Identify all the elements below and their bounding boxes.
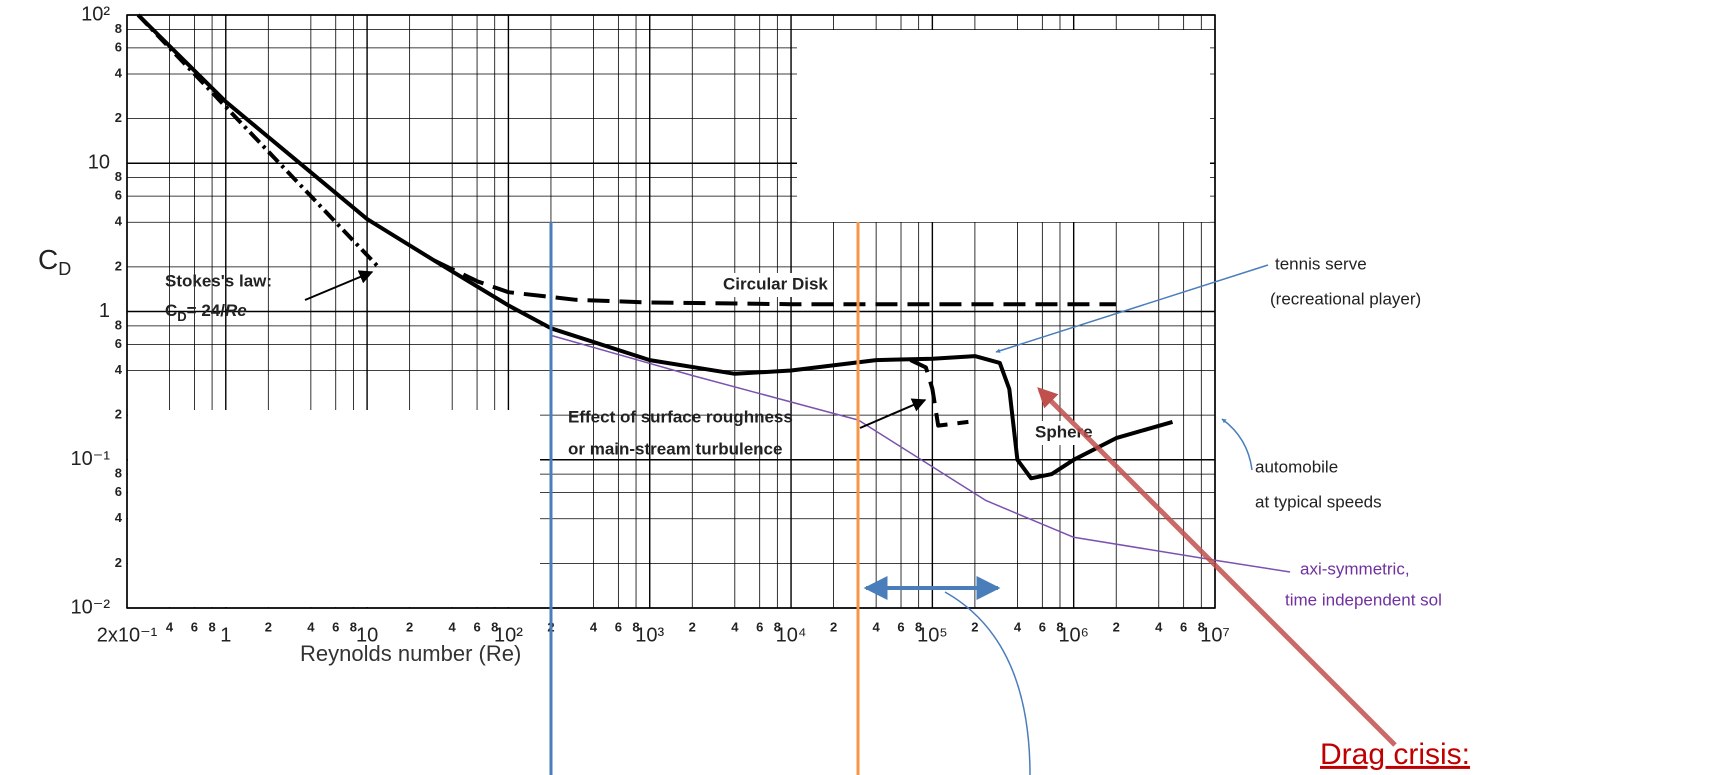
x-tick-label: 8 (915, 619, 922, 634)
label-bg (719, 273, 832, 297)
x-tick-label: 6 (473, 619, 480, 634)
y-axis-label-part: D (58, 259, 71, 279)
y-tick-label: 1 (99, 300, 110, 322)
x-tick-label: 4 (731, 619, 739, 634)
x-tick-label: 8 (491, 619, 498, 634)
roughness-label: or main-stream turbulence (568, 439, 782, 458)
x-tick-label: 6 (615, 619, 622, 634)
x-tick-label: 10² (494, 624, 523, 646)
x-axis-label: Reynolds number (Re) (300, 641, 521, 666)
y-tick-label: 6 (115, 39, 122, 54)
formula-part: Re (225, 301, 247, 320)
x-tick-label: 8 (1198, 619, 1205, 634)
x-tick-label: 1 (220, 624, 231, 646)
y-tick-label: 8 (115, 169, 122, 184)
series-label: Circular Disk (723, 274, 828, 293)
tennis-note: (recreational player) (1270, 289, 1421, 308)
x-tick-label: 2 (265, 619, 272, 634)
drag-crisis-note: Drag crisis: (1320, 738, 1470, 771)
y-tick-label: 10² (81, 3, 110, 25)
x-tick-label: 4 (873, 619, 881, 634)
plot-frame (126, 14, 1216, 609)
series-line (909, 358, 969, 428)
y-tick-label: 10⁻¹ (71, 448, 111, 470)
formula-part: C (165, 301, 177, 320)
x-tick-label: 2 (1113, 619, 1120, 634)
automobile-note: at typical speeds (1255, 492, 1382, 511)
series-line (136, 13, 380, 269)
series-line (550, 334, 1291, 573)
x-tick-label: 10⁶ (1058, 624, 1088, 646)
x-tick-label: 8 (774, 619, 781, 634)
y-tick-label: 8 (115, 317, 122, 332)
x-tick-label: 6 (756, 619, 763, 634)
x-tick-label: 4 (449, 619, 457, 634)
formula-part: = 24/ (187, 301, 226, 320)
y-axis-label: CD (38, 244, 71, 278)
x-tick-label: 10⁵ (917, 624, 948, 646)
drag-crisis-arrow (1037, 387, 1397, 747)
mask (797, 30, 1210, 222)
x-tick-label: 10 (356, 624, 378, 646)
y-tick-label: 4 (115, 214, 123, 229)
axisymmetric-note: axi-symmetric, (1300, 559, 1410, 578)
y-tick-label: 2 (115, 258, 122, 273)
x-tick-label: 2 (830, 619, 837, 634)
y-tick-label: 6 (115, 336, 122, 351)
y-tick-label: 6 (115, 484, 122, 499)
stokes-label: Stokes's law: (165, 271, 272, 290)
x-tick-label: 2 (689, 619, 696, 634)
x-tick-label: 6 (332, 619, 339, 634)
y-tick-label: 2 (115, 110, 122, 125)
x-tick-label: 2x10⁻¹ (97, 624, 158, 646)
y-axis-label-part: C (38, 244, 58, 275)
x-tick-label: 4 (166, 619, 174, 634)
tennis-arrow (995, 264, 1269, 353)
series-line (433, 258, 1117, 307)
y-tick-label: 10⁻² (71, 596, 111, 618)
x-tick-label: 2 (971, 619, 978, 634)
x-tick-label: 6 (1039, 619, 1046, 634)
x-tick-label: 10³ (635, 624, 664, 646)
x-tick-label: 4 (307, 619, 315, 634)
y-tick-label: 4 (115, 65, 123, 80)
tick-labels: 2x10⁻¹4681246810246810²246810³246810⁴246… (71, 3, 1230, 646)
formula-part: D (177, 309, 186, 324)
x-tick-label: 4 (1155, 619, 1163, 634)
x-tick-label: 8 (208, 619, 215, 634)
y-tick-label: 4 (115, 510, 123, 525)
y-tick-label: 10 (88, 152, 110, 174)
roughness-arrow (859, 398, 927, 429)
automobile-arrow (1221, 418, 1253, 471)
x-tick-label: 6 (897, 619, 904, 634)
x-tick-label: 10⁴ (776, 624, 807, 646)
tennis-note: tennis serve (1275, 254, 1367, 273)
x-tick-label: 2 (406, 619, 413, 634)
x-tick-label: 10⁷ (1200, 624, 1229, 646)
x-tick-label: 4 (590, 619, 598, 634)
connector (944, 591, 1031, 775)
axisymmetric-note: time independent sol (1285, 590, 1442, 609)
y-tick-label: 2 (115, 407, 122, 422)
x-tick-label: 6 (191, 619, 198, 634)
roughness-label: Effect of surface roughness (568, 407, 793, 426)
x-tick-label: 8 (632, 619, 639, 634)
stokes-arrow (304, 270, 374, 301)
x-tick-label: 8 (1056, 619, 1063, 634)
x-tick-label: 6 (1180, 619, 1187, 634)
y-tick-label: 6 (115, 188, 122, 203)
x-tick-label: 4 (1014, 619, 1022, 634)
y-tick-label: 8 (115, 466, 122, 481)
y-tick-label: 4 (115, 362, 123, 377)
y-tick-label: 2 (115, 555, 122, 570)
automobile-note: automobile (1255, 457, 1338, 476)
y-tick-label: 8 (115, 21, 122, 36)
x-tick-label: 8 (350, 619, 357, 634)
stokes-formula: CD= 24/Re (165, 301, 247, 324)
mask (128, 410, 540, 607)
